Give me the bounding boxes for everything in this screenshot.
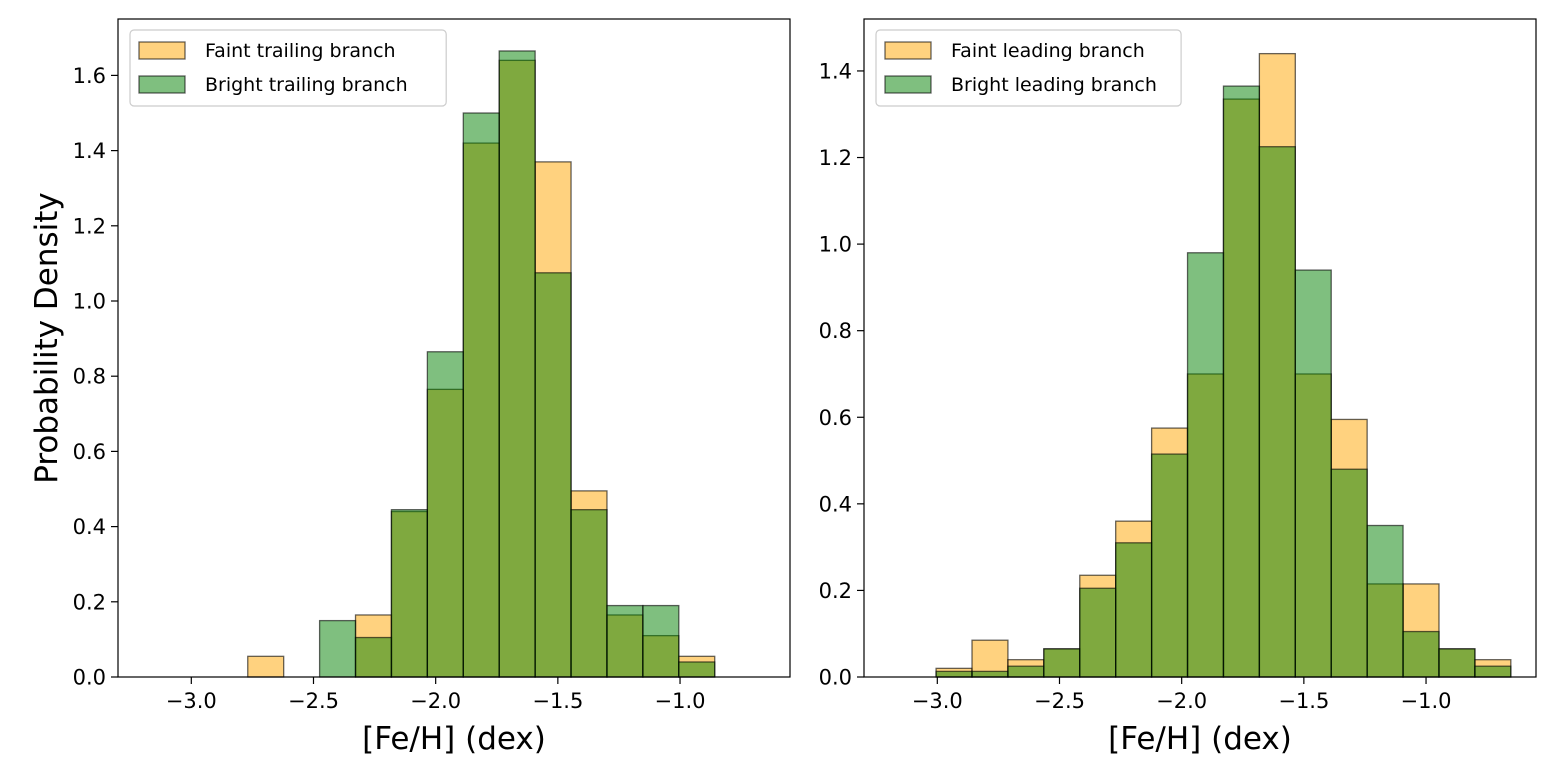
left-plot-frame <box>117 18 791 678</box>
right-x-tick-label: −3.0 <box>912 689 963 713</box>
right-y-tick-label: 1.0 <box>819 233 852 257</box>
left-y-tick-label: 0.0 <box>73 666 106 690</box>
right-bar-series1-bin12 <box>1330 468 1368 678</box>
left-x-tick-label: −2.5 <box>288 689 339 713</box>
right-x-axis-label: [Fe/H] (dex) <box>1108 721 1292 757</box>
left-x-tick-label: −1.5 <box>532 689 583 713</box>
left-bar-series1-bin5 <box>318 619 357 678</box>
left-legend-box <box>129 29 447 107</box>
left-y-tick-label: 0.8 <box>73 365 106 389</box>
left-y-ticks: 0.0 0.2 0.4 0.6 0.8 1.0 1.2 1.4 1.6 <box>73 64 118 690</box>
left-bar-series1-bin7 <box>390 509 429 678</box>
right-y-tick-label: 1.4 <box>819 59 852 83</box>
left-bar-series1-bin15 <box>678 661 716 678</box>
left-x-tick-label: −2.0 <box>410 689 461 713</box>
left-bar-series1-bin8 <box>426 351 464 678</box>
right-bar-series1-bin10 <box>1258 146 1296 678</box>
left-y-tick-label: 1.0 <box>73 290 106 314</box>
right-bar-series1-bin5 <box>1079 587 1117 678</box>
left-x-ticks: −3.0 −2.5 −2.0 −1.5 −1.0 <box>166 677 706 713</box>
right-bar-series1-bin4 <box>1043 648 1081 678</box>
right-bar-series1-bin2 <box>971 670 1009 678</box>
left-legend-swatch-1 <box>138 75 186 94</box>
left-legend-label-1: Bright trailing branch <box>205 74 408 96</box>
right-y-tick-label: 0.0 <box>819 666 852 690</box>
right-x-ticks: −3.0 −2.5 −2.0 −1.5 −1.0 <box>912 677 1452 713</box>
left-legend-label-0: Faint trailing branch <box>205 40 396 62</box>
left-y-axis-label: Probability Density <box>29 192 65 484</box>
right-bar-series1-bin14 <box>1402 630 1440 678</box>
right-y-tick-label: 0.6 <box>819 406 852 430</box>
left-y-tick-label: 1.4 <box>73 139 106 163</box>
left-bar-series1-bin10 <box>498 50 536 678</box>
right-bar-series1-bin6 <box>1115 542 1153 678</box>
left-y-tick-label: 1.6 <box>73 64 106 88</box>
right-bar-series1-bin8 <box>1186 252 1225 678</box>
left-bar-series1-bin9 <box>462 112 500 678</box>
right-x-tick-label: −1.0 <box>1401 689 1452 713</box>
right-x-tick-label: −1.5 <box>1278 689 1329 713</box>
left-y-tick-label: 0.4 <box>73 515 106 539</box>
right-legend-label-1: Bright leading branch <box>951 74 1157 96</box>
right-bar-series1-bin7 <box>1150 453 1189 678</box>
left-bar-series1-bin14 <box>642 604 680 678</box>
right-x-tick-label: −2.0 <box>1156 689 1207 713</box>
right-bar-series1-bin1 <box>935 670 973 678</box>
right-bar-series1-bin15 <box>1438 648 1476 678</box>
right-histogram-panel: −3.0 −2.5 −2.0 −1.5 −1.0 0.0 0.2 0.4 0.6 0.8 1.0 1… <box>819 18 1537 757</box>
right-bar-series1-bin9 <box>1222 85 1261 678</box>
right-y-tick-label: 0.8 <box>819 319 852 343</box>
left-bar-series0-bin3 <box>247 655 285 678</box>
right-legend-swatch-0 <box>884 41 932 60</box>
left-legend-swatch-0 <box>138 41 186 60</box>
left-x-tick-label: −3.0 <box>166 689 217 713</box>
left-bar-series1-bin6 <box>354 636 393 678</box>
left-bar-series1-bin13 <box>606 604 644 678</box>
left-legend: Faint trailing branch Bright trailing bra… <box>129 29 447 107</box>
left-histogram-panel: −3.0 −2.5 −2.0 −1.5 −1.0 0.0 0.2 0.4 0.6 0.8 1.0 1… <box>29 18 791 757</box>
right-y-tick-label: 0.4 <box>819 492 852 516</box>
right-legend-box <box>875 29 1182 107</box>
right-legend-swatch-1 <box>884 75 932 94</box>
right-y-ticks: 0.0 0.2 0.4 0.6 0.8 1.0 1.2 1.4 <box>819 59 864 690</box>
left-bars <box>247 50 716 678</box>
left-bar-series1-bin12 <box>570 509 608 678</box>
right-bar-series1-bin3 <box>1007 665 1045 678</box>
right-legend: Faint leading branch Bright leading branc… <box>875 29 1182 107</box>
right-y-tick-label: 0.2 <box>819 579 852 603</box>
right-plot-frame <box>863 18 1537 678</box>
right-bars <box>935 52 1512 678</box>
right-legend-label-0: Faint leading branch <box>951 40 1145 62</box>
left-x-tick-label: −1.0 <box>655 689 706 713</box>
left-y-tick-label: 1.2 <box>73 214 106 238</box>
left-y-tick-label: 0.6 <box>73 440 106 464</box>
right-bar-series1-bin16 <box>1474 665 1512 678</box>
left-x-axis-label: [Fe/H] (dex) <box>362 721 546 757</box>
right-y-tick-label: 1.2 <box>819 146 852 170</box>
left-y-tick-label: 0.2 <box>73 590 106 614</box>
right-x-tick-label: −2.5 <box>1034 689 1085 713</box>
right-bar-series1-bin11 <box>1294 269 1332 678</box>
left-bar-series1-bin11 <box>534 272 572 678</box>
right-bar-series1-bin13 <box>1366 524 1404 678</box>
